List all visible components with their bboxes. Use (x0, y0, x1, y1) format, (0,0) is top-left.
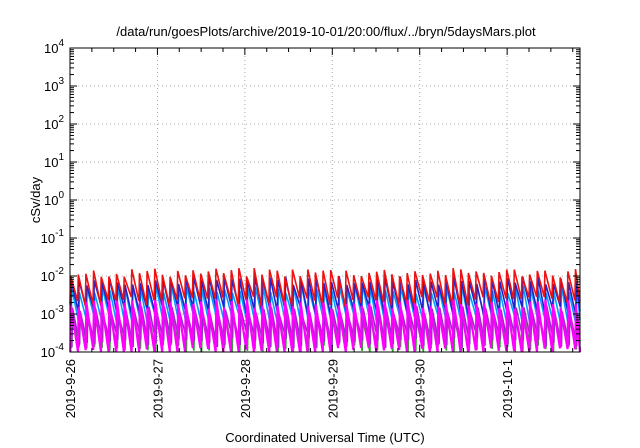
y-tick-exponent: 1 (58, 152, 64, 163)
y-tick-label: 100 (44, 190, 64, 208)
y-tick-label: 10-3 (41, 304, 65, 322)
x-tick-label: 2019-9-29 (325, 359, 340, 418)
y-tick-exponent: 4 (58, 38, 64, 49)
x-axis-label: Coordinated Universal Time (UTC) (225, 430, 424, 445)
y-tick-label: 103 (44, 76, 64, 94)
series-line (69, 299, 582, 353)
y-tick-label: 10-2 (41, 266, 65, 284)
y-tick-exponent: -1 (55, 228, 64, 239)
y-tick-exponent: -2 (55, 266, 64, 277)
y-tick-base: 10 (41, 269, 55, 284)
plot-series (69, 268, 582, 353)
y-tick-exponent: 0 (58, 190, 64, 201)
y-tick-base: 10 (44, 79, 58, 94)
y-tick-base: 10 (41, 231, 55, 246)
y-tick-exponent: 3 (58, 76, 64, 87)
axis-ticks (69, 47, 580, 353)
y-tick-base: 10 (44, 155, 58, 170)
x-tick-label: 2019-9-30 (413, 359, 428, 418)
x-tick-label: 2019-9-28 (238, 359, 253, 418)
y-tick-base: 10 (44, 41, 58, 56)
y-tick-base: 10 (41, 307, 55, 322)
x-tick-label: 2019-9-26 (63, 359, 78, 418)
grid (70, 48, 580, 352)
y-tick-label: 10-1 (41, 228, 65, 246)
y-tick-base: 10 (44, 193, 58, 208)
y-tick-label: 101 (44, 152, 64, 170)
y-tick-exponent: -3 (55, 304, 64, 315)
y-tick-exponent: -4 (55, 342, 64, 353)
x-tick-labels: 2019-9-26 2019-9-27 2019-9-28 2019-9-29 2019… (63, 359, 515, 418)
y-tick-base: 10 (44, 117, 58, 132)
y-tick-label: 102 (44, 114, 64, 132)
y-tick-label: 104 (44, 38, 64, 56)
x-tick-label: 2019-9-27 (150, 359, 165, 418)
chart-title: /data/run/goesPlots/archive/2019-10-01/2… (116, 24, 536, 39)
y-axis-label: cSv/day (28, 176, 43, 223)
x-tick-label: 2019-10-1 (500, 359, 515, 418)
series-line (69, 268, 581, 307)
y-tick-label: 10-4 (41, 342, 65, 360)
y-tick-exponent: 2 (58, 114, 64, 125)
y-tick-base: 10 (41, 345, 55, 360)
